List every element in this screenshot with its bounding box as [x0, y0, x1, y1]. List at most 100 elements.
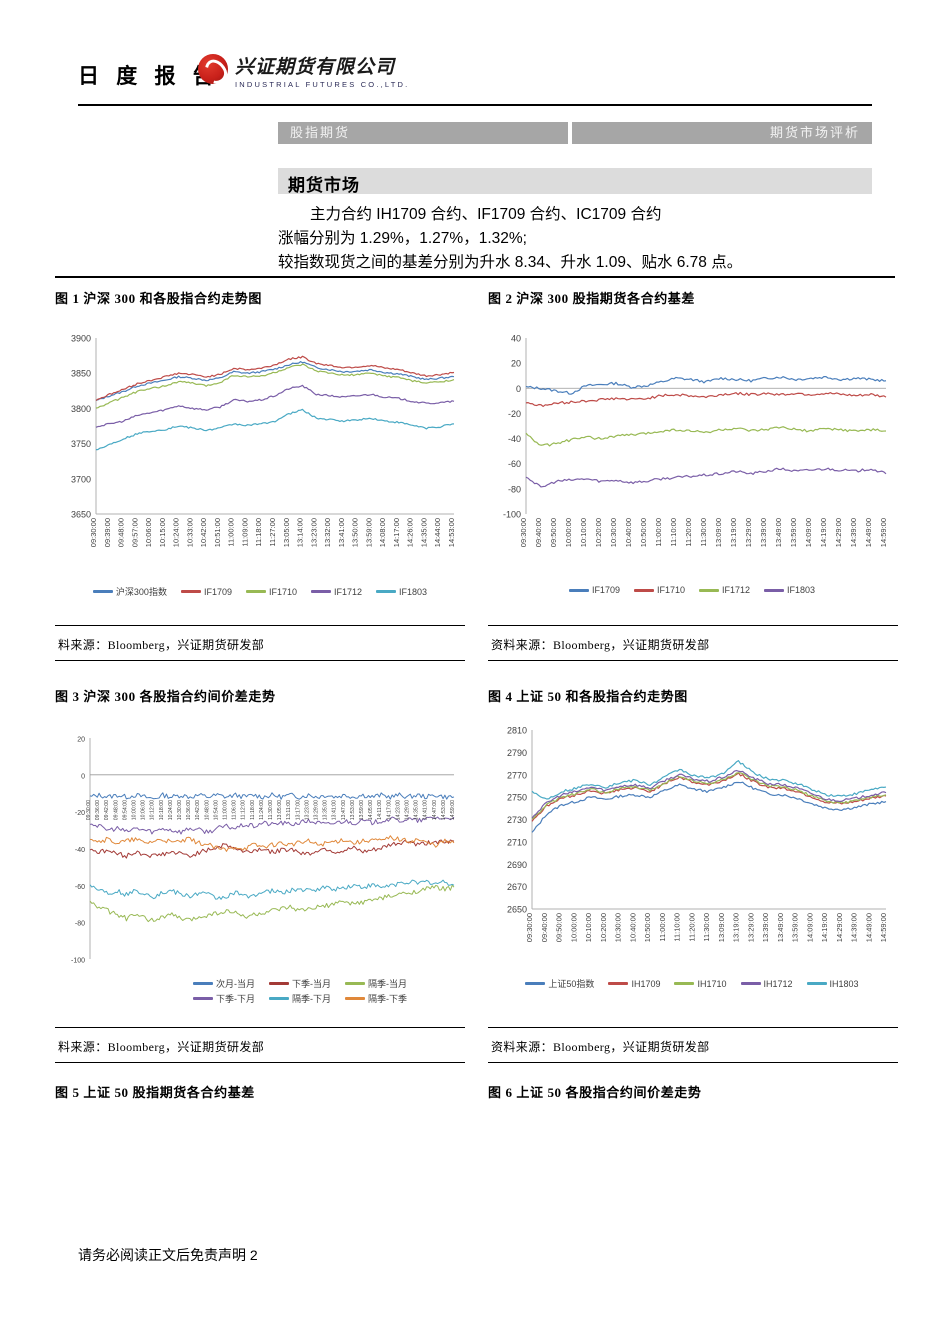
legend-item-下季-下月: 下季-下月 [193, 992, 255, 1005]
svg-text:11:20:00: 11:20:00 [684, 518, 693, 547]
svg-text:11:30:00: 11:30:00 [268, 800, 274, 820]
svg-text:14:17:00: 14:17:00 [392, 518, 401, 547]
svg-text:14:29:00: 14:29:00 [405, 800, 411, 820]
svg-text:09:30:00: 09:30:00 [86, 800, 92, 820]
legend-label: IF1710 [656, 585, 685, 595]
chart-2-legend: IF1709 IF1710 IF1712 IF1803 [492, 585, 892, 597]
summary-line-3: 较指数现货之间的基差分别为升水 8.34、升水 1.09、贴水 6.78 点。 [278, 254, 743, 271]
svg-text:10:20:00: 10:20:00 [594, 518, 603, 547]
figure-4-rule-bottom [488, 1062, 898, 1063]
svg-text:13:29:00: 13:29:00 [744, 518, 753, 547]
legend-label: 下季-下月 [216, 994, 255, 1004]
figure-2-rule-bottom [488, 660, 898, 661]
svg-text:14:19:00: 14:19:00 [820, 913, 829, 942]
svg-text:3650: 3650 [71, 510, 91, 520]
svg-text:09:30:00: 09:30:00 [525, 913, 534, 942]
logo-company-name-cn: 兴证期货有限公司 [235, 57, 396, 78]
legend-item-IF1803: IF1803 [376, 585, 427, 598]
chart-4-legend: 上证50指数 IH1709 IH1710 IH1712 IH1803 [492, 977, 892, 992]
svg-text:13:23:00: 13:23:00 [304, 800, 310, 820]
legend-item-IF1712: IF1712 [311, 585, 362, 598]
svg-text:11:10:00: 11:10:00 [669, 518, 678, 547]
svg-text:3900: 3900 [71, 334, 91, 344]
legend-label: IF1712 [334, 586, 363, 597]
svg-text:10:06:00: 10:06:00 [144, 518, 153, 547]
svg-text:14:59:00: 14:59:00 [879, 518, 888, 547]
svg-text:3850: 3850 [71, 369, 91, 379]
svg-text:10:00:00: 10:00:00 [564, 518, 573, 547]
svg-text:13:29:00: 13:29:00 [746, 913, 755, 942]
svg-text:10:42:00: 10:42:00 [199, 518, 208, 547]
svg-text:14:26:00: 14:26:00 [406, 518, 415, 547]
svg-text:09:57:00: 09:57:00 [130, 518, 139, 547]
svg-text:40: 40 [511, 334, 521, 344]
figure-4-rule-top [488, 1027, 898, 1028]
legend-label: IF1710 [268, 586, 298, 597]
figure-3-title: 图 3 沪深 300 各股指合约间价差走势 [55, 689, 276, 704]
svg-text:13:19:00: 13:19:00 [729, 518, 738, 547]
svg-text:-80: -80 [508, 484, 521, 494]
svg-text:11:30:00: 11:30:00 [699, 518, 708, 547]
svg-text:10:12:00: 10:12:00 [150, 800, 156, 820]
legend-item-隔季-当月: 隔季-当月 [345, 977, 407, 990]
svg-text:11:10:00: 11:10:00 [673, 913, 682, 942]
svg-text:2790: 2790 [507, 748, 527, 758]
svg-text:10:00:00: 10:00:00 [132, 800, 138, 820]
svg-text:2650: 2650 [507, 905, 527, 915]
legend-item-IH1710: IH1710 [674, 977, 727, 990]
svg-text:11:00:00: 11:00:00 [227, 518, 236, 547]
legend-label: IH1710 [697, 978, 727, 989]
svg-text:-20: -20 [508, 409, 521, 419]
svg-text:10:36:00: 10:36:00 [186, 800, 192, 820]
summary-line-2: 涨幅分别为 1.29%，1.27%，1.32%; [278, 230, 527, 247]
svg-text:11:00:00: 11:00:00 [223, 800, 229, 820]
legend-swatch-icon [525, 982, 546, 985]
svg-text:14:09:00: 14:09:00 [804, 518, 813, 547]
svg-text:-100: -100 [503, 510, 521, 520]
svg-text:10:50:00: 10:50:00 [643, 913, 652, 942]
figure-3-rule-top [55, 1027, 465, 1028]
legend-label: 隔季-下月 [292, 994, 331, 1004]
svg-text:-40: -40 [75, 847, 85, 854]
svg-text:09:48:00: 09:48:00 [113, 800, 119, 820]
legend-swatch-icon [376, 590, 397, 593]
svg-text:09:50:00: 09:50:00 [549, 518, 558, 547]
svg-text:10:18:00: 10:18:00 [159, 800, 165, 820]
svg-text:3750: 3750 [71, 439, 91, 449]
ribbon-topic-label: 期货市场评析 [572, 122, 872, 144]
svg-text:2670: 2670 [507, 882, 527, 892]
svg-text:14:17:00: 14:17:00 [386, 800, 392, 820]
legend-item-IF1709: IF1709 [180, 585, 232, 598]
svg-text:-40: -40 [508, 434, 521, 444]
legend-item-IF1709: IF1709 [568, 585, 620, 595]
ribbon-category-label: 股指期货 [278, 122, 568, 144]
legend-item-隔季-下月: 隔季-下月 [269, 992, 331, 1005]
svg-text:09:36:00: 09:36:00 [95, 800, 101, 820]
svg-text:09:50:00: 09:50:00 [555, 913, 564, 942]
svg-text:11:27:00: 11:27:00 [268, 518, 277, 547]
svg-text:14:39:00: 14:39:00 [850, 913, 859, 942]
legend-swatch-icon [269, 982, 289, 985]
svg-text:10:30:00: 10:30:00 [177, 800, 183, 820]
figure-2-source: 资料来源：Bloomberg，兴证期货研发部 [491, 638, 710, 652]
chart-1-hs300-trend: 3650 3700 3750 3800 3850 3900 09:30:00 09:39:00… [60, 330, 460, 580]
figure-6-title: 图 6 上证 50 各股指合约间价差走势 [488, 1085, 702, 1100]
legend-swatch-icon [345, 982, 365, 985]
chart-4-sse50-trend: 2650 2670 2690 2710 2730 2750 2770 2790 2810 09:3… [492, 722, 892, 975]
document-header: 日 度 报 告 兴证期货有限公司 INDUSTRIAL FUTURES CO.,… [78, 52, 872, 104]
svg-text:11:20:00: 11:20:00 [687, 913, 696, 942]
svg-text:13:23:00: 13:23:00 [309, 518, 318, 547]
svg-text:14:23:00: 14:23:00 [395, 800, 401, 820]
svg-text:14:59:00: 14:59:00 [450, 800, 456, 820]
svg-text:2770: 2770 [507, 770, 527, 780]
svg-text:13:09:00: 13:09:00 [714, 518, 723, 547]
svg-text:-60: -60 [75, 884, 85, 891]
svg-text:10:06:00: 10:06:00 [141, 800, 147, 820]
svg-text:2710: 2710 [507, 837, 527, 847]
svg-text:10:50:00: 10:50:00 [639, 518, 648, 547]
legend-label: 隔季-下季 [368, 994, 407, 1004]
svg-text:10:48:00: 10:48:00 [204, 800, 210, 820]
legend-item-上证50指数: 上证50指数 [525, 977, 594, 990]
svg-text:13:05:00: 13:05:00 [277, 800, 283, 820]
